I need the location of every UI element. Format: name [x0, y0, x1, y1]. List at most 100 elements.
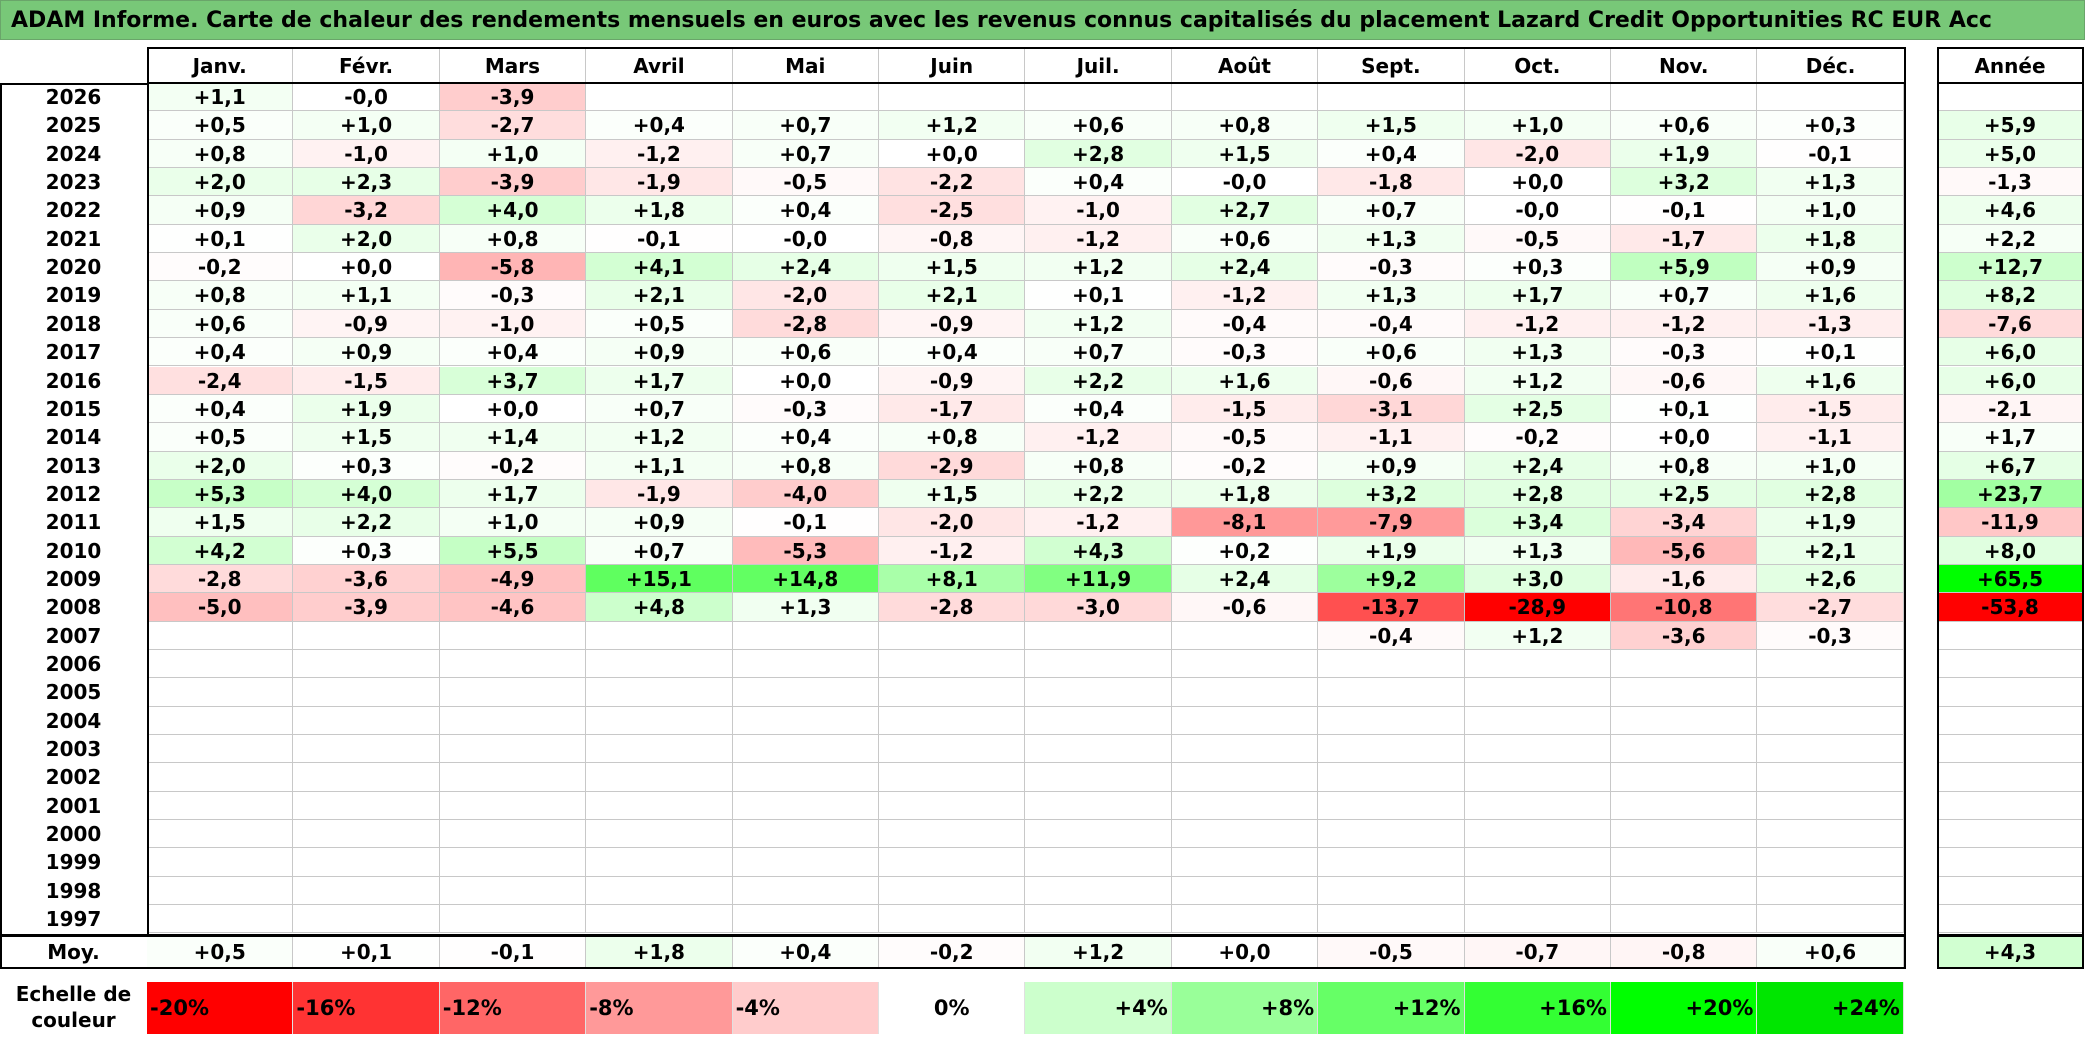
heatmap-cell: +0,0: [293, 253, 440, 282]
heatmap-cell: +1,8: [1757, 224, 1904, 254]
heatmap-cell: +1,6: [1757, 281, 1904, 310]
annual-cell: [1938, 83, 2082, 112]
heatmap-cell: -0,5: [1464, 224, 1611, 254]
heatmap-cell: -0,6: [1318, 366, 1465, 395]
heatmap-cell: +1,3: [1318, 281, 1465, 310]
heatmap-cell: [586, 678, 733, 707]
heatmap-cell: +0,4: [1318, 139, 1465, 169]
heatmap-cell: +1,1: [147, 83, 294, 112]
heatmap-cell: +2,0: [293, 224, 440, 254]
heatmap-cell: +0,9: [586, 508, 733, 537]
heatmap-cell: -1,3: [1757, 309, 1904, 339]
heatmap-cell: [1611, 820, 1758, 849]
heatmap-cell: +1,9: [1757, 508, 1904, 537]
annual-header: Année: [1974, 54, 2046, 78]
heatmap-cell: [1025, 735, 1172, 764]
heatmap-cell: [732, 621, 879, 650]
heatmap-cell: +0,1: [1611, 394, 1758, 424]
heatmap-cell: +0,1: [1757, 338, 1904, 367]
heatmap-cell: [293, 791, 440, 821]
heatmap-cell: +0,0: [732, 366, 879, 395]
average-cell: +0,0: [1171, 937, 1319, 967]
year-label: 2021: [45, 226, 102, 251]
month-header: Avril: [586, 49, 733, 83]
heatmap-cell: [586, 848, 733, 877]
scale-label-line: couleur: [31, 1008, 116, 1032]
heatmap-cell: +0,8: [147, 139, 294, 169]
heatmap-cell: +5,3: [147, 479, 294, 509]
heatmap-cell: +2,4: [732, 253, 879, 282]
scale-step: +12%: [1318, 982, 1465, 1034]
heatmap-cell: [586, 735, 733, 764]
heatmap-cell: [147, 621, 294, 650]
heatmap-cell: [1757, 905, 1904, 934]
heatmap-cell: +4,3: [1025, 536, 1172, 565]
average-cell: -0,5: [1318, 937, 1465, 967]
heatmap-cell: [1757, 650, 1904, 679]
heatmap-cell: +0,7: [1025, 338, 1172, 367]
heatmap-cell: -5,0: [147, 593, 294, 622]
heatmap-cell: +0,5: [147, 423, 294, 452]
heatmap-cell: +1,0: [439, 508, 587, 537]
heatmap-cell: [1318, 678, 1465, 707]
heatmap-cell: +1,5: [1318, 111, 1465, 140]
heatmap-cell: -4,9: [439, 564, 587, 594]
heatmap-cell: [1611, 678, 1758, 707]
heatmap-cell: -1,2: [1025, 423, 1172, 452]
year-label: 2008: [45, 595, 102, 620]
heatmap-cell: [879, 905, 1026, 934]
heatmap-cell: +2,3: [293, 168, 440, 197]
heatmap-cell: -0,3: [1611, 338, 1758, 367]
heatmap-cell: -10,8: [1611, 593, 1758, 622]
heatmap-cell: [1171, 763, 1319, 792]
heatmap-cell: [1025, 848, 1172, 877]
heatmap-cell: [293, 678, 440, 707]
heatmap-cell: +0,0: [1611, 423, 1758, 452]
scale-step: -8%: [586, 982, 733, 1034]
heatmap-cell: [1611, 848, 1758, 877]
heatmap-cell: -0,0: [293, 83, 440, 112]
month-header: Janv.: [147, 49, 294, 83]
heatmap-cell: -1,2: [1464, 309, 1611, 339]
year-label: 2006: [45, 652, 102, 676]
heatmap-cell: +2,5: [1611, 479, 1758, 509]
heatmap-cell: +0,8: [1171, 111, 1319, 140]
heatmap-cell: -2,2: [879, 168, 1026, 197]
heatmap-cell: [732, 791, 879, 821]
heatmap-cell: +1,9: [1611, 139, 1758, 169]
heatmap-cell: +0,7: [732, 111, 879, 140]
heatmap-cell: -0,6: [1611, 366, 1758, 395]
heatmap-cell: [147, 876, 294, 906]
heatmap-cell: -0,3: [1757, 621, 1904, 650]
annual-cell: [1938, 876, 2082, 906]
annual-cell: +4,6: [1938, 196, 2082, 225]
heatmap-cell: -2,8: [732, 309, 879, 339]
heatmap-cell: +0,3: [293, 451, 440, 480]
heatmap-cell: [293, 763, 440, 792]
year-label: 2004: [45, 708, 102, 733]
heatmap-cell: [1464, 791, 1611, 821]
heatmap-cell: -4,6: [439, 593, 587, 622]
heatmap-cell: -0,2: [439, 451, 587, 480]
heatmap-cell: +1,9: [1318, 536, 1465, 565]
heatmap-cell: [439, 621, 587, 650]
annual-cell: [1938, 905, 2082, 934]
heatmap-cell: -1,7: [879, 394, 1026, 424]
heatmap-cell: [732, 876, 879, 906]
heatmap-cell: +2,2: [293, 508, 440, 537]
heatmap-cell: [1318, 735, 1465, 764]
heatmap-cell: +1,0: [1757, 196, 1904, 225]
heatmap-cell: [1757, 791, 1904, 821]
heatmap-cell: -1,2: [1611, 309, 1758, 339]
month-header: Juil.: [1025, 49, 1172, 83]
heatmap-cell: -0,3: [1318, 253, 1465, 282]
heatmap-cell: -13,7: [1318, 593, 1465, 622]
heatmap-cell: -3,2: [293, 196, 440, 225]
average-cell: -0,2: [879, 937, 1026, 967]
scale-step: -16%: [293, 982, 440, 1034]
heatmap-cell: [1464, 820, 1611, 849]
heatmap-cell: [1025, 621, 1172, 650]
heatmap-cell: +1,3: [1464, 338, 1611, 367]
average-cell: +0,4: [732, 937, 879, 967]
heatmap-cell: +0,6: [1025, 111, 1172, 140]
